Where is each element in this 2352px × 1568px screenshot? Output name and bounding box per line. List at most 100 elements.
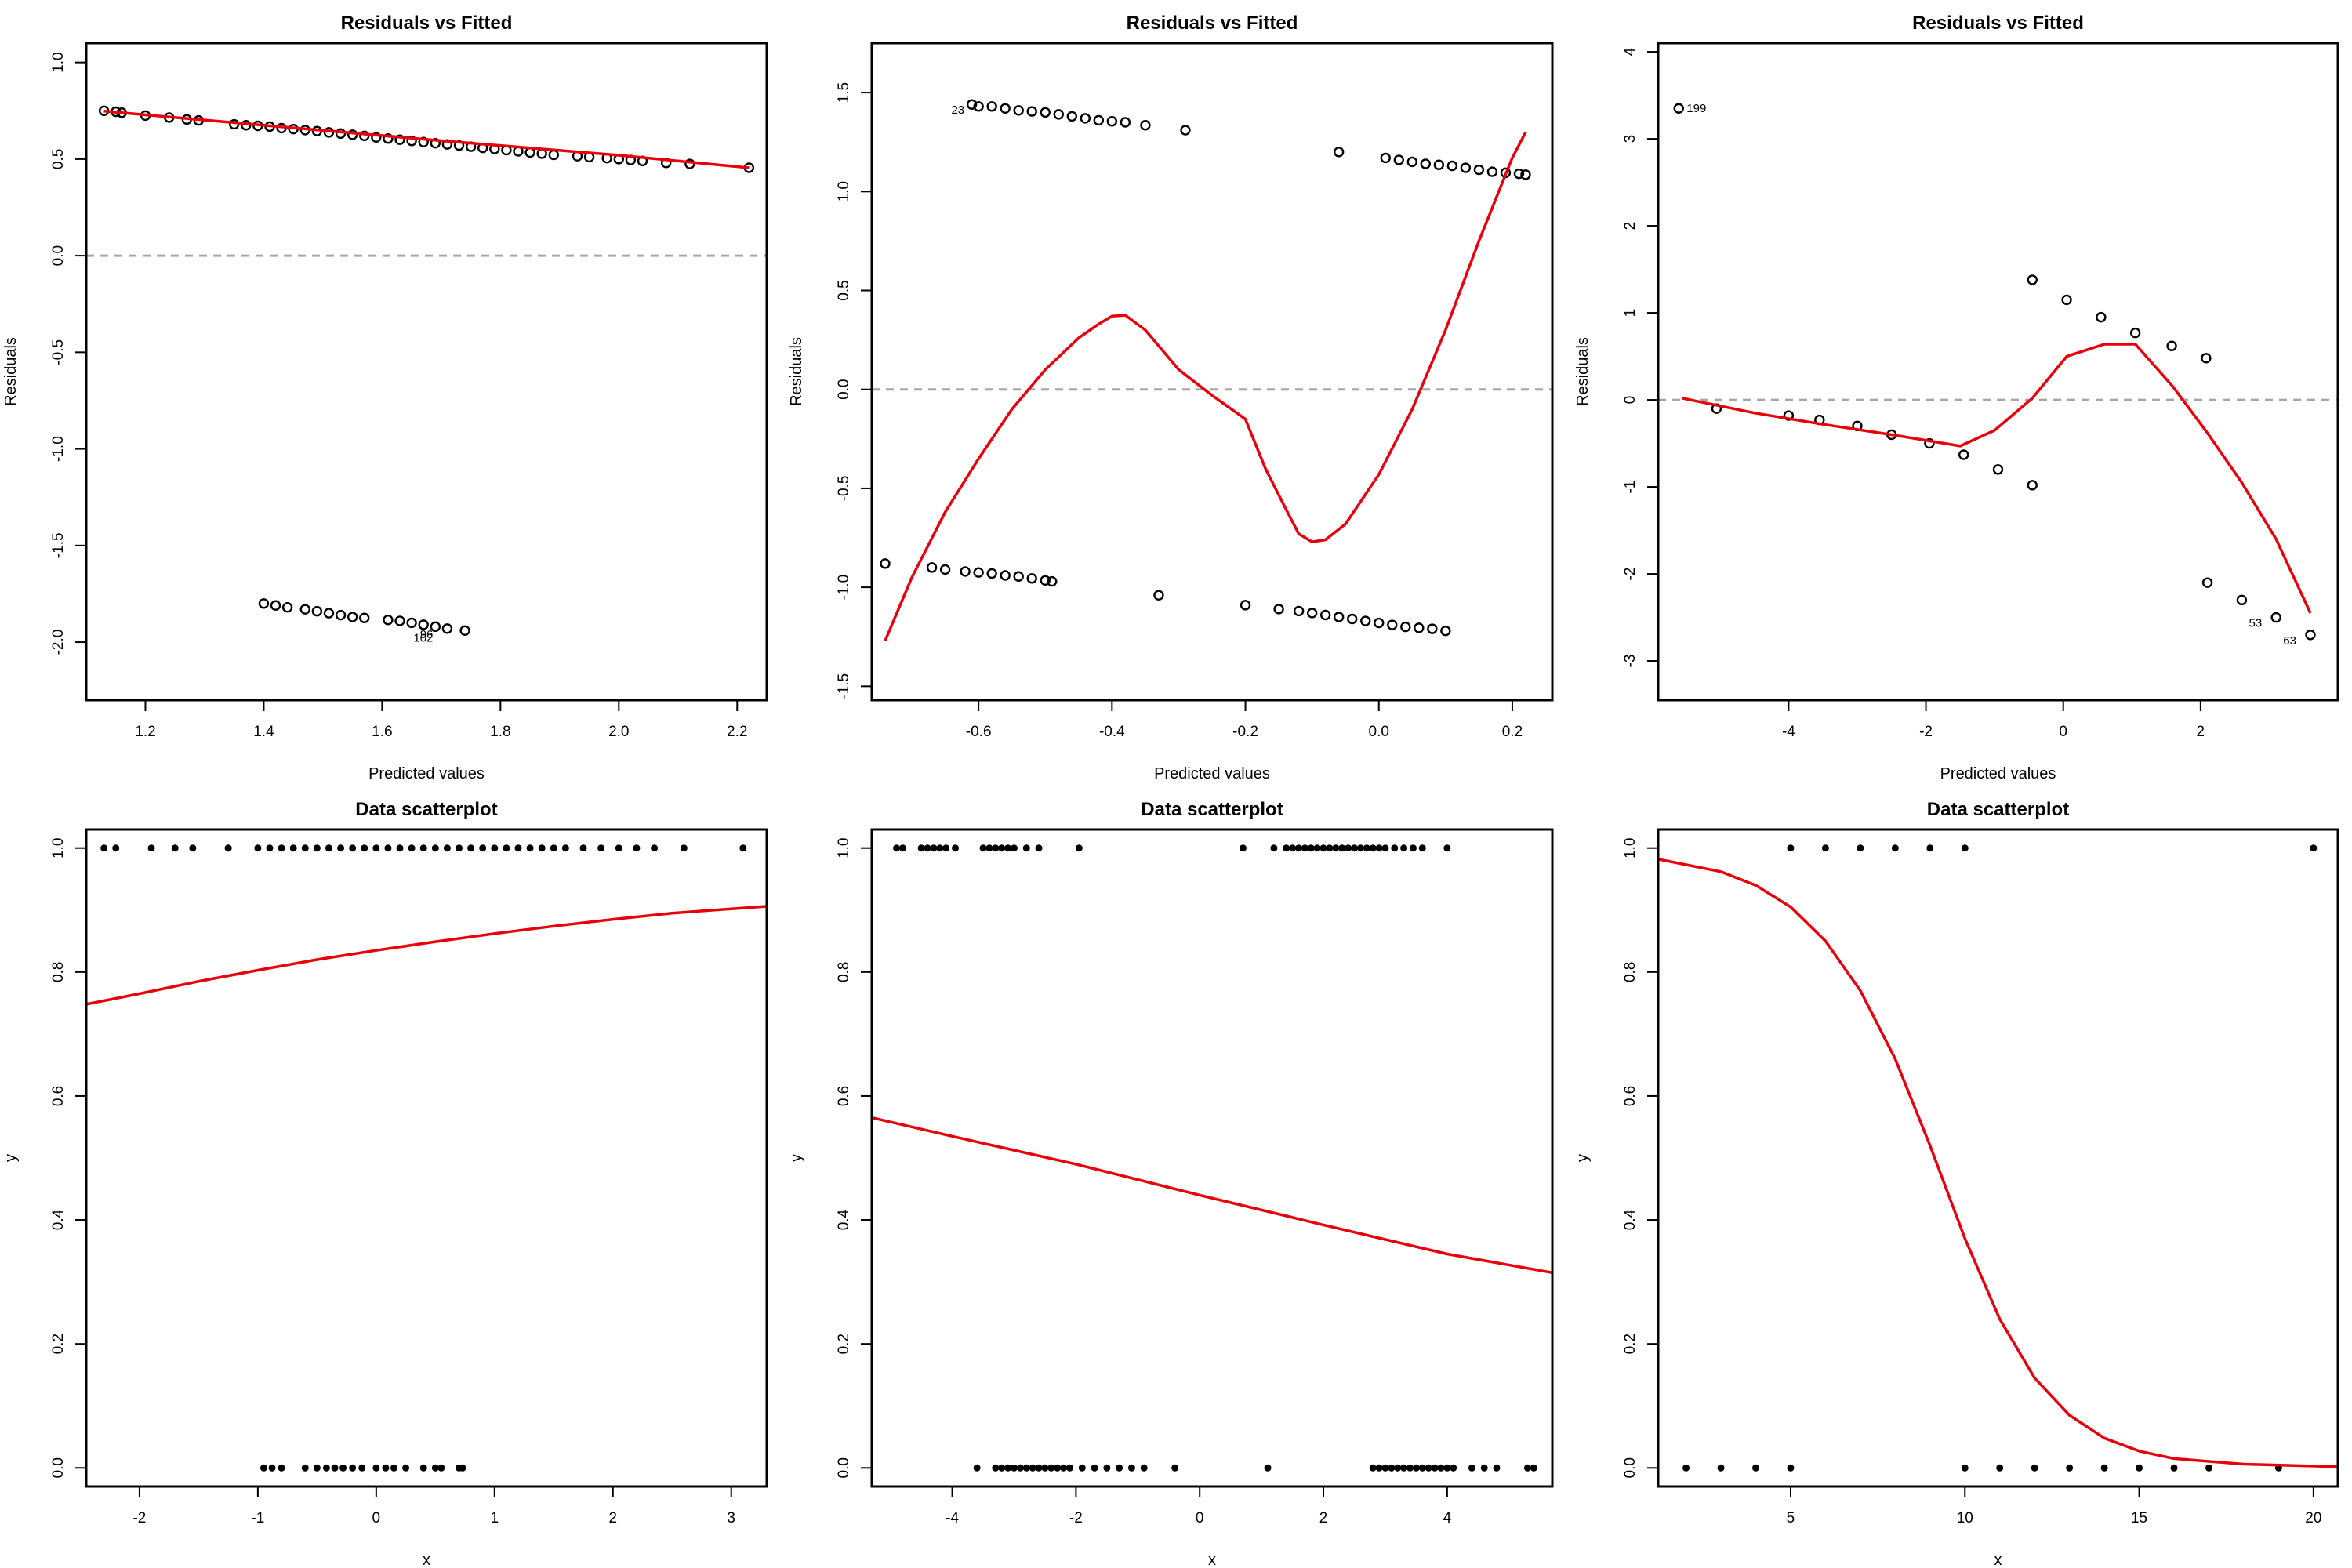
point-label: 23 (951, 103, 964, 117)
data-point (924, 844, 931, 852)
data-point (985, 844, 993, 852)
panel-title: Residuals vs Fitted (341, 13, 513, 34)
data-point (1493, 1464, 1501, 1472)
data-point (952, 844, 960, 852)
data-point (347, 612, 358, 622)
data-point (337, 844, 345, 852)
x-tick-label: 0 (372, 1510, 381, 1526)
y-tick-label: 1.5 (836, 82, 852, 103)
data-point (1319, 609, 1331, 621)
data-point (1961, 1464, 1969, 1472)
data-point (1450, 1464, 1457, 1472)
data-point (418, 619, 429, 630)
data-point (1414, 622, 1425, 633)
data-point (1066, 1464, 1074, 1472)
y-axis-label: Residuals (2, 337, 20, 406)
data-point (266, 844, 274, 852)
data-point (1026, 106, 1037, 117)
data-point (323, 608, 335, 619)
x-tick-label: 1.2 (135, 724, 155, 740)
x-tick-label: 2 (1319, 1510, 1328, 1526)
data-point (1103, 1464, 1111, 1472)
x-axis-label: Predicted values (1940, 765, 2056, 782)
plot-frame (870, 42, 1554, 702)
data-point (561, 844, 569, 852)
data-point (224, 844, 232, 852)
data-point (1443, 844, 1451, 852)
x-tick-label: 3 (727, 1510, 735, 1526)
data-point (1418, 1464, 1426, 1472)
data-point (1120, 117, 1131, 128)
data-point (651, 844, 659, 852)
data-point (254, 844, 262, 852)
point-label: 199 (1686, 102, 1706, 115)
data-point (325, 844, 332, 852)
data-point (441, 623, 453, 634)
data-point (1293, 605, 1305, 617)
data-point (1460, 162, 1472, 173)
y-tick-label: 0.2 (836, 1334, 852, 1354)
plot-frame (85, 42, 768, 702)
data-point (270, 600, 281, 611)
data-point (382, 1464, 390, 1472)
data-point (1418, 844, 1426, 852)
data-point (1035, 844, 1043, 852)
data-point (1022, 844, 1030, 852)
data-point (526, 844, 534, 852)
data-point (335, 609, 347, 621)
data-point (1381, 1464, 1389, 1472)
y-tick-label: 0.5 (836, 280, 852, 300)
data-point (1431, 1464, 1439, 1472)
data-point (1026, 573, 1037, 584)
data-point (2031, 1464, 2038, 1472)
data-point (1369, 1464, 1377, 1472)
fitted-curve (103, 110, 750, 169)
data-point (418, 136, 429, 147)
x-axis-label: x (1208, 1552, 1216, 1568)
data-point (1857, 844, 1864, 852)
data-point (394, 615, 405, 626)
plot-frame (1657, 42, 2339, 702)
data-point (1053, 109, 1064, 120)
data-point (1387, 619, 1398, 630)
y-tick-label: 0.6 (836, 1086, 852, 1106)
data-point (289, 844, 297, 852)
data-point (893, 844, 901, 852)
data-point (322, 1464, 330, 1472)
data-point (1787, 844, 1795, 852)
data-point (258, 598, 270, 609)
data-point (112, 844, 120, 852)
data-point (2027, 480, 2038, 491)
data-point (1891, 844, 1899, 852)
data-point (1926, 844, 1934, 852)
data-point (268, 1464, 276, 1472)
data-point (2096, 311, 2107, 323)
data-point (880, 558, 891, 569)
data-point (1022, 1464, 1030, 1472)
data-point (402, 1464, 410, 1472)
data-point (361, 844, 368, 852)
data-point (1047, 1464, 1055, 1472)
data-point (2201, 577, 2213, 588)
data-point (2236, 594, 2248, 606)
y-axis-label: y (788, 1154, 805, 1162)
data-point (1000, 103, 1011, 114)
data-point (992, 1464, 1000, 1472)
data-point (359, 612, 370, 623)
data-point (467, 844, 475, 852)
data-point (1093, 114, 1105, 126)
data-point (1787, 1464, 1795, 1472)
data-point (2061, 294, 2072, 306)
y-tick-label: 1.0 (836, 838, 852, 858)
data-point (372, 844, 380, 852)
panel-title: Data scatterplot (1927, 799, 2069, 820)
data-point (1412, 1464, 1420, 1472)
y-tick-label: -1.0 (50, 436, 67, 462)
data-point (926, 562, 938, 573)
y-tick-label: 0.4 (1622, 1209, 1639, 1230)
data-point (986, 101, 997, 112)
plot-frame (1657, 828, 2339, 1488)
data-point (992, 844, 1000, 852)
